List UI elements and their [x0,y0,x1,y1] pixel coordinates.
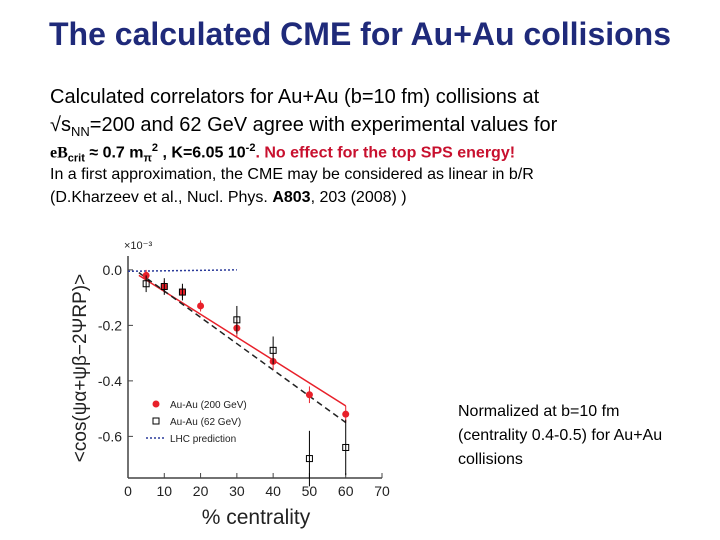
approx-text: ≈ 0.7 m [84,144,144,162]
legend-marker [152,400,160,408]
legend-marker [152,417,160,425]
y-tick-label: 0.0 [103,262,123,278]
intro-line: Calculated correlators for Au+Au (b=10 f… [50,86,540,108]
data-point [142,280,150,288]
data-point [342,443,350,451]
data-point [342,410,350,418]
data-point [305,455,313,463]
reference-line: (D.Kharzeev et al., Nucl. Phys. A803, 20… [50,189,407,207]
normalization-note: Normalized at b=10 fm (centrality 0.4-0.… [458,403,663,468]
cme-chart: 0 10 20 30 40 50 60 70 0.0 -0.2 -0.4 -0.6 Au-Au (20… [70,240,390,529]
y-multiplier: ×10⁻³ [124,240,152,252]
legend-label: Au-Au (200 GeV) [170,400,247,411]
x-tick-label: 70 [374,483,390,499]
y-axis-label: <cos(ψα+ψβ−2ΨRP)> [70,274,91,462]
y-tick-label: -0.2 [98,317,122,333]
k-text: , K=6.05 10 [158,144,246,162]
nn-subscript: NN [70,124,90,139]
data-point [178,288,186,296]
chart-marks [142,269,350,487]
legend-label: LHC prediction [170,434,236,445]
sqrt-s: √s [50,114,71,136]
x-tick-label: 10 [156,483,172,499]
x-tick-label: 50 [302,483,318,499]
series-line [138,274,347,407]
reference-pages: , 203 (2008) ) [310,189,407,206]
pi-superscript: 2 [151,142,159,154]
y-tick-label: -0.6 [98,428,122,444]
energy-line: √sNN=200 and 62 GeV agree with experimen… [50,114,557,139]
approximation-line: In a first approximation, the CME may be… [50,166,534,183]
data-point [305,391,313,399]
eb-crit-line: eBcrit ≈ 0.7 mπ2 , K=6.05 10-2. No effec… [50,142,515,165]
series-line [127,269,237,273]
sps-note: . No effect for the top SPS energy! [255,144,516,162]
eb-symbol: eB [50,144,68,162]
data-point [197,302,205,310]
slide-title: The calculated CME for Au+Au collisions [48,16,672,52]
data-point [160,283,168,291]
crit-subscript: crit [67,152,85,165]
x-tick-label: 20 [193,483,209,499]
x-tick-label: 40 [265,483,281,499]
energy-text: =200 and 62 GeV agree with experimental … [89,114,558,136]
legend-label: Au-Au (62 GeV) [170,417,241,428]
x-tick-label: 60 [338,483,354,499]
reference-authors: (D.Kharzeev et al., Nucl. Phys. [50,189,273,206]
reference-volume: A803 [272,189,311,206]
pi-subscript: π [143,152,152,165]
chart-axes: 0 10 20 30 40 50 60 70 0.0 -0.2 -0.4 -0.6 [98,256,390,499]
data-point [269,346,277,354]
x-axis-label: % centrality [202,506,311,529]
k-exponent: -2 [245,142,256,154]
x-tick-label: 30 [229,483,245,499]
data-point [142,271,150,279]
chart-legend: Au-Au (200 GeV) Au-Au (62 GeV) LHC predict… [146,400,247,445]
data-point [233,316,241,324]
x-tick-label: 0 [124,483,132,499]
y-tick-label: -0.4 [98,373,122,389]
